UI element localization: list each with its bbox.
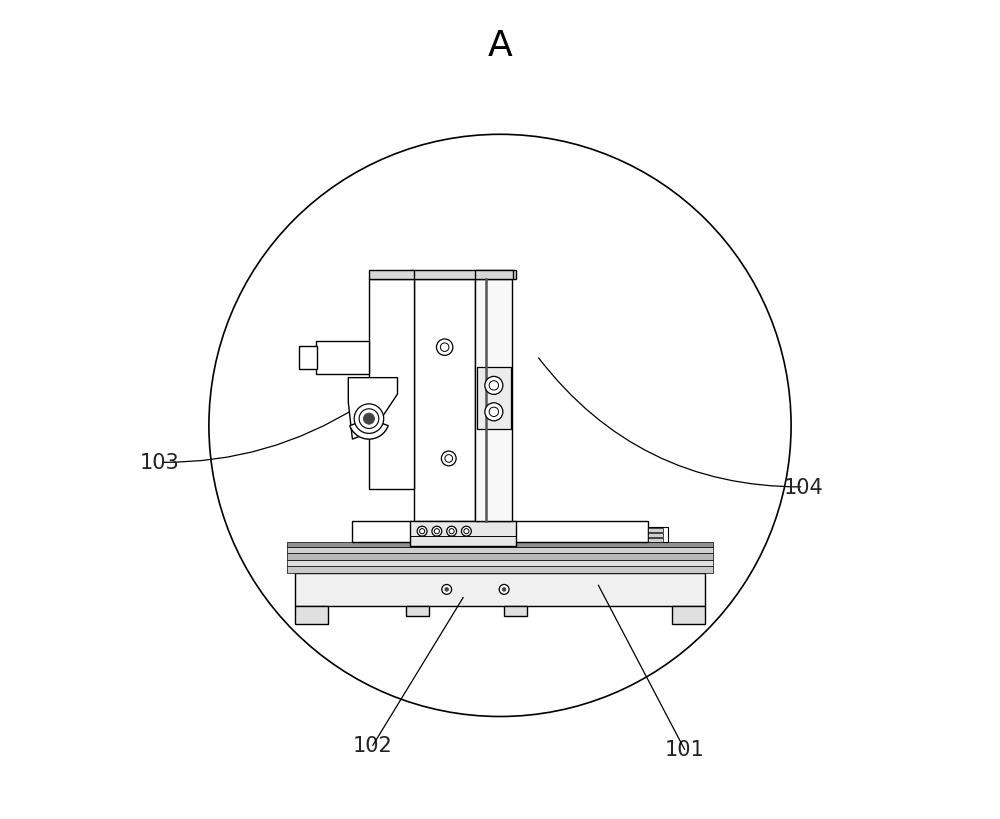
Bar [648,528,663,532]
Bar [410,270,516,280]
Circle shape [417,527,427,536]
Bar [369,280,414,489]
Circle shape [461,527,471,536]
Text: 104: 104 [784,477,823,497]
Text: 102: 102 [353,735,393,755]
Bar [477,367,511,430]
Bar [410,522,516,546]
Bar [287,560,713,567]
Bar [287,567,713,573]
Circle shape [354,405,384,434]
Circle shape [442,585,452,595]
Bar [352,522,648,542]
Text: A: A [488,29,512,62]
Bar [287,554,713,560]
Bar [406,606,429,617]
Bar [299,347,317,369]
Circle shape [485,403,503,421]
Bar [475,280,512,522]
Circle shape [436,340,453,356]
Circle shape [432,527,442,536]
Text: 103: 103 [140,453,180,473]
Circle shape [441,451,456,466]
Circle shape [499,585,509,595]
Bar [672,606,705,624]
Bar [648,528,668,542]
Bar [504,606,527,617]
Circle shape [485,377,503,395]
Wedge shape [350,419,388,440]
Bar [475,270,513,280]
Polygon shape [348,378,398,440]
Text: 101: 101 [665,740,704,759]
Circle shape [502,588,506,591]
Bar [295,606,328,624]
Bar [369,270,414,280]
Bar [648,533,663,537]
Circle shape [445,588,449,591]
Circle shape [447,527,457,536]
Circle shape [359,410,379,429]
Bar [648,538,663,542]
Bar [316,342,369,374]
Circle shape [363,414,375,425]
Bar [414,280,475,522]
Bar [295,573,705,606]
Bar [287,547,713,554]
Bar [287,542,713,547]
